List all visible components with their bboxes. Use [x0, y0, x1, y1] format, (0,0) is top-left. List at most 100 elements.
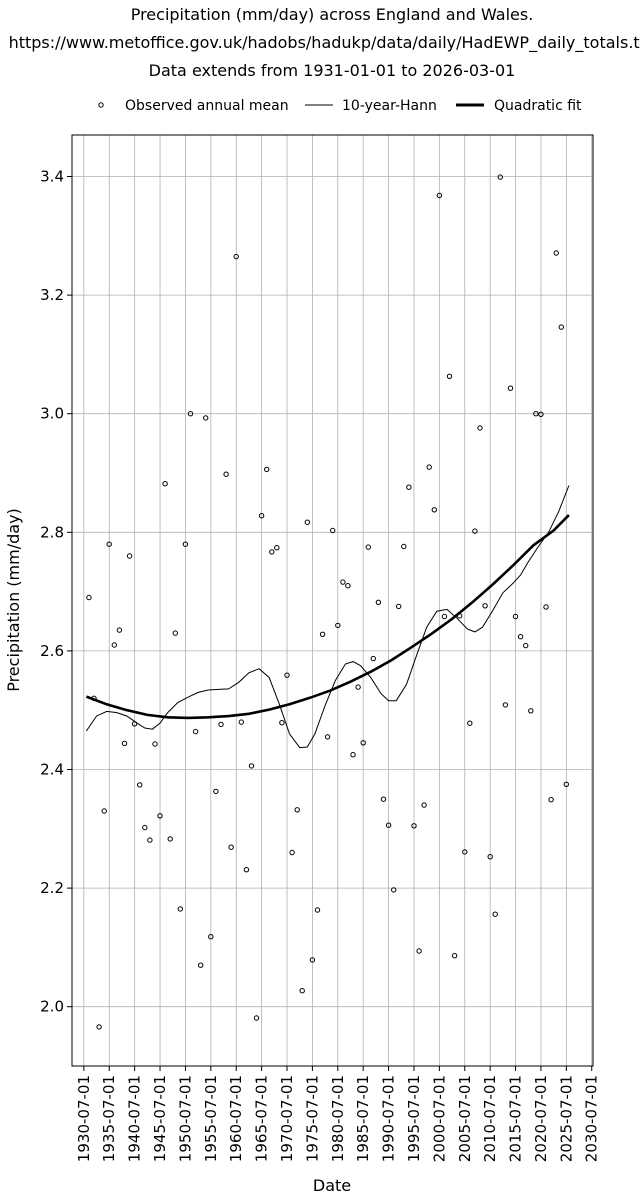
observed-point	[345, 583, 351, 589]
observed-point	[477, 425, 483, 431]
x-tick-label: 1930-07-01	[75, 1075, 93, 1162]
observed-point	[187, 411, 194, 417]
y-axis-label: Precipitation (mm/day)	[4, 508, 23, 692]
hann-line	[85, 485, 570, 749]
y-tick-label: 3.0	[40, 405, 64, 423]
observed-point	[396, 603, 402, 610]
observed-point	[365, 544, 371, 550]
observed-point	[152, 741, 158, 747]
observed-point	[121, 740, 128, 747]
x-tick-label: 1950-07-01	[176, 1075, 194, 1162]
observed-point	[106, 541, 112, 547]
observed-point	[238, 719, 245, 725]
observed-point	[172, 630, 179, 636]
observed-point	[253, 1015, 260, 1021]
x-tick-label: 1990-07-01	[380, 1075, 398, 1162]
observed-point	[126, 553, 133, 559]
observed-point	[411, 823, 417, 829]
observed-point	[533, 411, 539, 417]
observed-point	[248, 763, 255, 769]
observed-point	[492, 911, 498, 917]
observed-point	[142, 824, 148, 831]
observed-point	[512, 613, 519, 620]
observed-point	[558, 324, 564, 330]
legend: Observed annual mean 10-year-Hann Quadra…	[98, 98, 582, 114]
observed-point	[233, 253, 239, 260]
observed-point	[203, 415, 209, 421]
observed-point	[543, 604, 549, 610]
y-tick-label: 2.2	[40, 879, 64, 897]
observed-point	[131, 721, 138, 727]
x-tick-label: 1970-07-01	[278, 1075, 296, 1162]
y-axis-ticks: 2.0 2.2 2.4 2.6 2.8 3.0 3.2 3.4	[40, 168, 72, 1016]
quadratic-fit-series	[85, 514, 570, 720]
observed-point	[436, 192, 443, 199]
observed-point	[309, 957, 316, 963]
observed-point	[462, 849, 468, 855]
observed-point	[162, 481, 168, 487]
observed-point	[157, 813, 163, 819]
x-tick-label: 1975-07-01	[303, 1075, 321, 1162]
observed-point	[289, 849, 295, 856]
observed-point	[182, 541, 189, 547]
observed-point	[497, 174, 503, 180]
observed-point	[274, 545, 280, 551]
x-tick-label: 2020-07-01	[532, 1075, 550, 1162]
x-tick-label: 1935-07-01	[100, 1075, 118, 1162]
observed-point	[426, 464, 432, 470]
x-axis-ticks: 1930-07-01 1935-07-01 1940-07-01 1945-07-01…	[75, 1066, 601, 1162]
chart-source-url: https://www.metoffice.gov.uk/hadobs/hadu…	[9, 33, 640, 53]
observed-point	[86, 594, 92, 601]
observed-point	[228, 844, 234, 850]
observed-point	[147, 837, 153, 843]
observed-point	[198, 962, 204, 968]
observed-point	[472, 528, 478, 534]
observed-point	[299, 988, 305, 994]
observed-point	[101, 808, 107, 814]
observed-point	[213, 788, 219, 795]
observed-point	[457, 613, 463, 619]
x-tick-label: 1960-07-01	[227, 1075, 245, 1162]
x-tick-label: 1985-07-01	[354, 1075, 372, 1162]
legend-label-quadratic: Quadratic fit	[494, 98, 582, 114]
observed-point	[314, 907, 321, 913]
observed-point	[421, 802, 427, 808]
observed-point	[441, 613, 448, 620]
observed-point	[91, 695, 97, 701]
observed-points	[86, 174, 569, 1030]
y-tick-label: 3.2	[40, 286, 64, 304]
y-tick-label: 2.0	[40, 998, 64, 1016]
observed-point	[406, 484, 412, 490]
observed-point	[279, 720, 285, 726]
x-tick-label: 1940-07-01	[126, 1075, 144, 1162]
observed-point	[335, 622, 341, 629]
observed-point	[294, 807, 300, 813]
observed-point	[451, 953, 458, 959]
observed-point	[401, 543, 407, 550]
observed-point	[431, 507, 437, 513]
x-axis-label: Date	[313, 1176, 351, 1195]
observed-point	[385, 822, 392, 828]
observed-point	[167, 836, 173, 842]
observed-point	[553, 250, 559, 256]
observed-point	[563, 781, 569, 787]
chart-title-block: Precipitation (mm/day) across England an…	[9, 5, 640, 80]
legend-marker-observed	[98, 102, 104, 108]
y-tick-label: 2.4	[40, 761, 64, 779]
observed-point	[355, 684, 361, 690]
observed-point	[548, 797, 554, 803]
observed-point	[487, 854, 493, 860]
observed-point	[360, 740, 366, 746]
x-tick-label: 2015-07-01	[507, 1075, 525, 1162]
quadratic-fit-line	[85, 514, 570, 720]
observed-point	[116, 627, 123, 633]
observed-point	[350, 752, 356, 758]
observed-point	[340, 579, 346, 585]
observed-point	[538, 411, 544, 417]
x-tick-label: 1955-07-01	[202, 1075, 220, 1162]
x-tick-label: 2000-07-01	[430, 1075, 448, 1162]
observed-point	[258, 513, 265, 519]
chart-title: Precipitation (mm/day) across England an…	[131, 5, 534, 24]
x-tick-label: 2005-07-01	[456, 1075, 474, 1162]
